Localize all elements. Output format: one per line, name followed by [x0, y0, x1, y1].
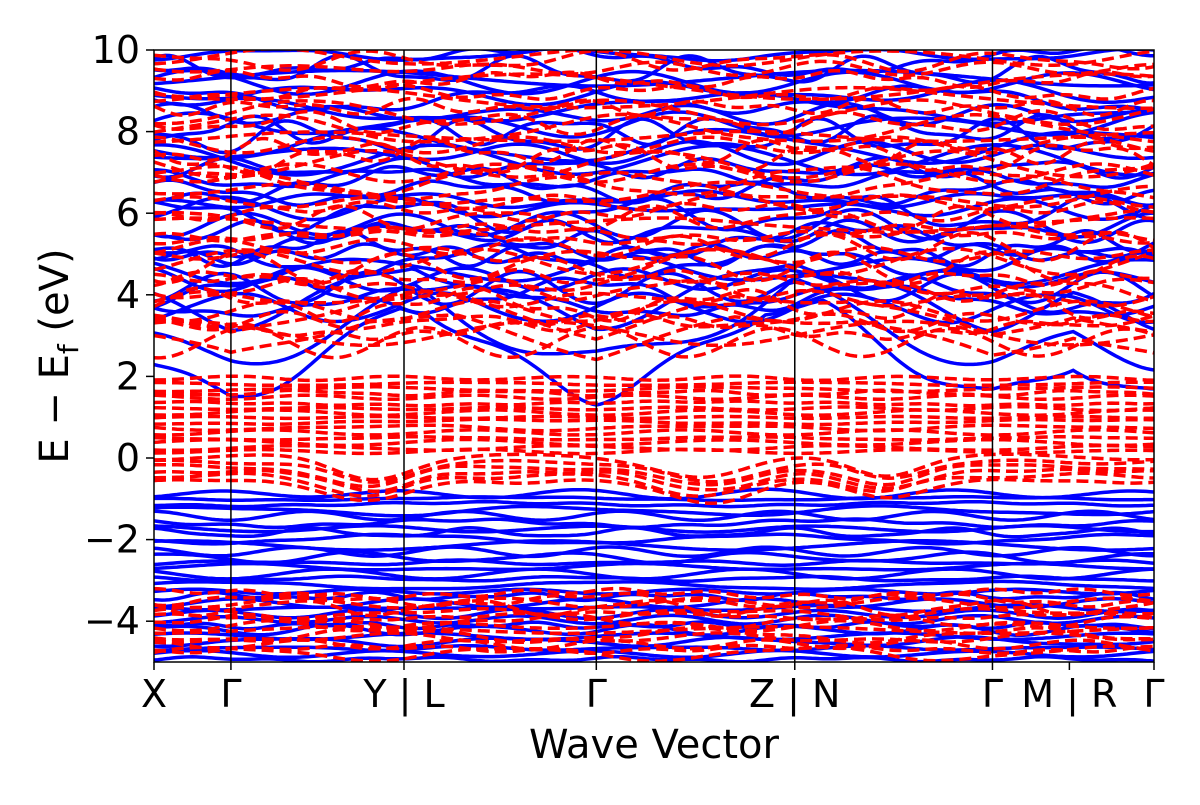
dashed-band-line [154, 230, 1154, 263]
dashed-bands-group [154, 50, 1154, 662]
dashed-band-line [154, 638, 1154, 651]
plot-frame [153, 49, 1155, 663]
dashed-band-line [154, 136, 1154, 166]
solid-band-line [154, 526, 1154, 539]
dashed-band-line [154, 596, 1154, 610]
solid-band-line [154, 494, 1154, 503]
dashed-band-line [154, 325, 1154, 360]
x-tick-label: Γ [586, 672, 607, 716]
solid-band-line [154, 517, 1154, 530]
dashed-band-line [154, 408, 1154, 417]
x-tick-label: Y | L [362, 672, 444, 717]
dashed-band-line [154, 309, 1154, 334]
dashed-band-line [154, 471, 1154, 498]
dashed-band-line [154, 222, 1154, 243]
dashed-band-line [154, 404, 1154, 413]
solid-band-line [154, 509, 1154, 523]
y-tick-label: −4 [84, 599, 140, 643]
y-axis-title-main: E − E [32, 354, 78, 464]
dashed-band-line [154, 643, 1154, 656]
dashed-band-line [154, 388, 1154, 398]
solid-band-line [154, 545, 1154, 559]
x-axis-ticks: X Γ Y | L Γ Z | N Γ M | R Γ [141, 662, 1165, 717]
dashed-band-line [154, 423, 1154, 433]
solid-band-line [154, 499, 1154, 509]
solid-band-line [154, 178, 1154, 207]
dashed-band-line [154, 417, 1154, 427]
dashed-band-line [154, 428, 1154, 437]
dashed-band-line [154, 612, 1154, 631]
x-tick-label: Γ [982, 672, 1003, 716]
dashed-band-line [154, 380, 1154, 388]
dashed-band-line [154, 135, 1154, 155]
dashed-band-line [154, 249, 1154, 286]
dashed-band-line [154, 59, 1154, 78]
dashed-band-line [154, 288, 1154, 309]
solid-band-line [154, 532, 1154, 546]
dashed-band-line [154, 631, 1154, 645]
x-tick-label: X [141, 672, 167, 716]
dashed-band-line [154, 586, 1154, 601]
dashed-band-line [154, 313, 1154, 362]
x-tick-label: Γ [1143, 672, 1164, 716]
dashed-band-line [154, 452, 1154, 482]
dashed-band-line [154, 374, 1154, 383]
dashed-band-line [154, 435, 1154, 442]
dashed-band-line [154, 216, 1154, 235]
y-tick-label: 6 [116, 191, 140, 235]
dashed-band-line [154, 245, 1154, 265]
dashed-band-line [154, 141, 1154, 176]
solid-band-line [154, 574, 1154, 583]
dashed-band-line [154, 129, 1154, 144]
dashed-band-line [154, 447, 1154, 456]
y-tick-label: 0 [116, 436, 140, 480]
dashed-band-line [154, 98, 1154, 127]
x-tick-label: Z | N [749, 672, 840, 717]
dashed-band-line [154, 229, 1154, 247]
solid-band-line [154, 622, 1154, 638]
dashed-band-line [154, 644, 1154, 662]
dashed-band-line [154, 83, 1154, 102]
dashed-band-line [154, 164, 1154, 197]
dashed-band-line [154, 50, 1154, 68]
dashed-band-line [154, 399, 1154, 408]
svg-text:E − Ef (eV): E − Ef (eV) [32, 248, 85, 463]
y-axis-title-subscript: f [52, 343, 85, 354]
dashed-band-line [154, 162, 1154, 184]
y-tick-label: 8 [116, 110, 140, 154]
dashed-band-line [154, 109, 1154, 137]
x-tick-label: M | R [1021, 672, 1117, 717]
dashed-band-line [154, 610, 1154, 623]
x-axis-title: Wave Vector [529, 722, 780, 768]
y-tick-label: −2 [84, 518, 140, 562]
dashed-band-line [154, 50, 1154, 74]
solid-band-line [154, 274, 1154, 315]
solid-band-line [154, 218, 1154, 245]
dashed-band-line [154, 605, 1154, 622]
y-tick-label: 2 [116, 354, 140, 398]
dashed-band-line [154, 68, 1154, 90]
dashed-band-line [154, 598, 1154, 618]
dashed-band-line [154, 319, 1154, 348]
dashed-band-line [154, 96, 1154, 118]
y-tick-label: 4 [116, 273, 140, 317]
y-axis-ticks: −4 −2 0 2 4 6 8 10 [84, 28, 154, 643]
y-axis-title: E − Ef (eV) [32, 248, 85, 463]
dashed-band-line [154, 385, 1154, 394]
dashed-band-line [154, 72, 1154, 102]
y-tick-label: 10 [92, 28, 140, 72]
dashed-band-line [154, 192, 1154, 212]
y-axis-title-unit: (eV) [32, 248, 78, 344]
dashed-band-line [154, 462, 1154, 489]
solid-band-line [154, 579, 1154, 591]
dashed-band-line [154, 414, 1154, 421]
dashed-band-line [154, 477, 1154, 506]
x-tick-label: Γ [220, 672, 241, 716]
dashed-band-line [154, 271, 1154, 297]
dashed-band-line [154, 293, 1154, 342]
kpoint-boundary-lines [230, 50, 994, 662]
dashed-band-line [154, 170, 1154, 201]
